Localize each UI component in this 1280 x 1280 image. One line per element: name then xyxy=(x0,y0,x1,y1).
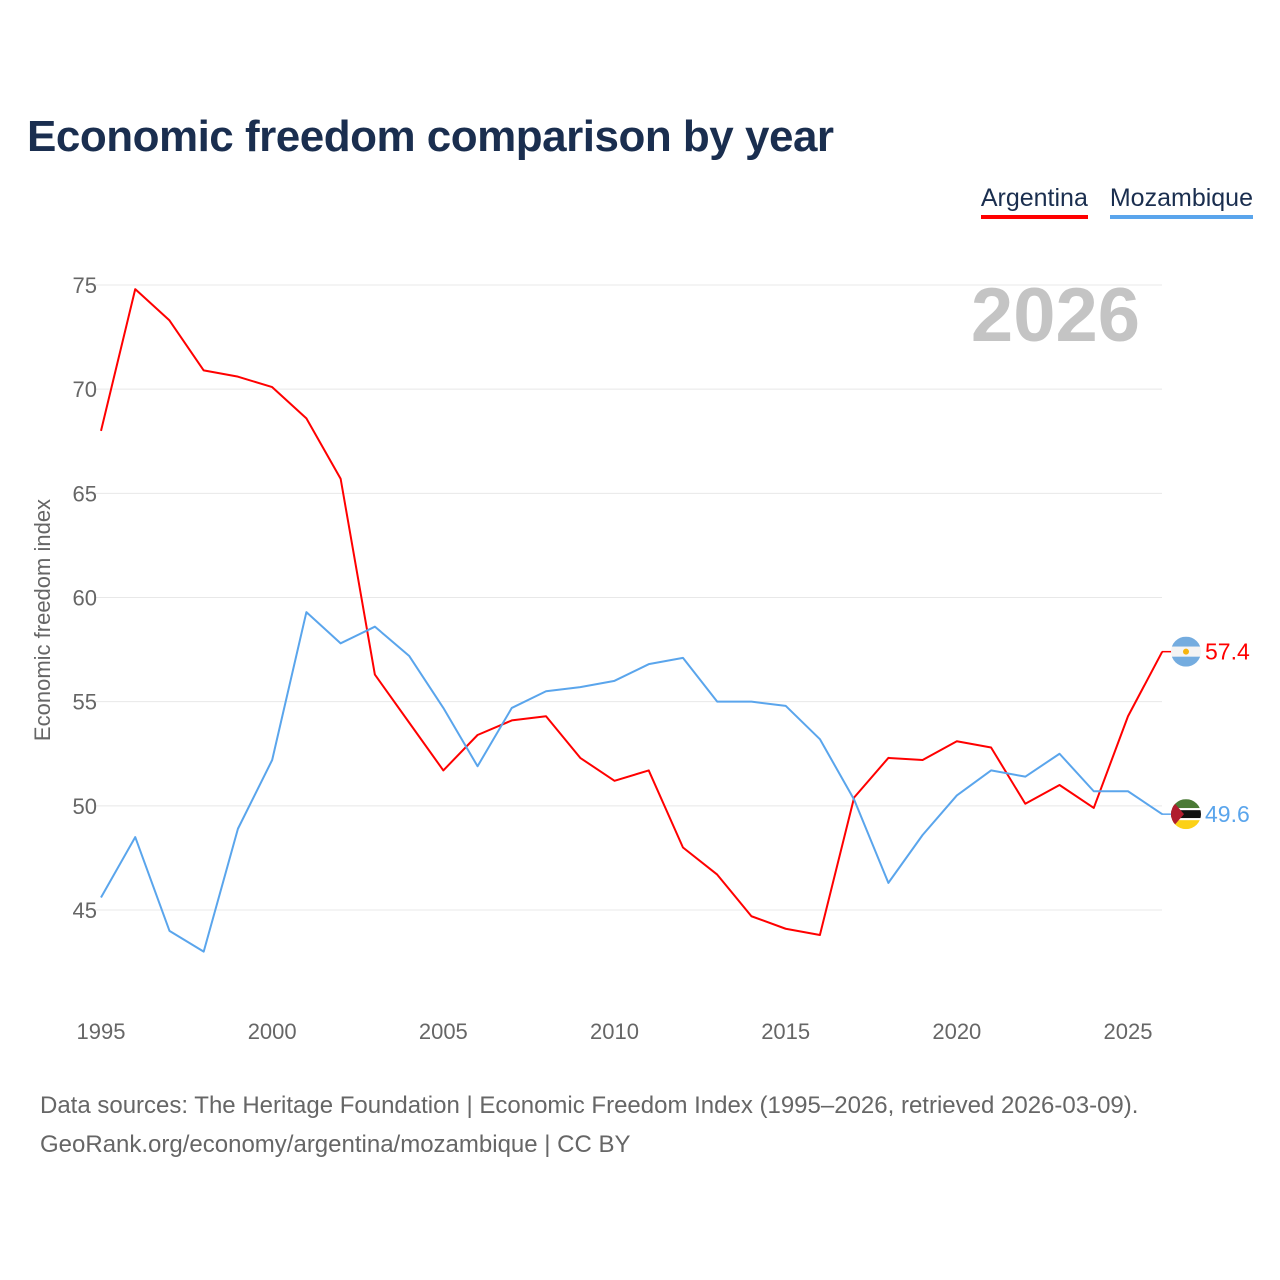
y-tick-label: 75 xyxy=(73,273,97,298)
x-tick-label: 1995 xyxy=(77,1019,126,1044)
legend-item-mozambique[interactable]: Mozambique xyxy=(1109,184,1253,219)
source-note: Data sources: The Heritage Foundation | … xyxy=(40,1086,1138,1164)
source-line-1: Data sources: The Heritage Foundation | … xyxy=(40,1092,1139,1119)
mozambique-flag-icon xyxy=(1171,799,1201,830)
x-tick-label: 2010 xyxy=(590,1019,639,1044)
x-tick-label: 2005 xyxy=(419,1019,468,1044)
x-tick-label: 2000 xyxy=(248,1019,297,1044)
x-tick-label: 2025 xyxy=(1104,1019,1153,1044)
argentina-flag-icon xyxy=(1171,636,1201,667)
end-value-label-argentina: 57.4 xyxy=(1205,639,1250,665)
end-value-label-mozambique: 49.6 xyxy=(1205,801,1250,827)
y-tick-label: 55 xyxy=(73,690,97,715)
series-line-argentina xyxy=(100,288,1164,936)
y-tick-label: 65 xyxy=(73,481,97,506)
x-tick-label: 2020 xyxy=(932,1019,981,1044)
chart-title: Economic freedom comparison by year xyxy=(27,112,834,161)
legend: Argentina Mozambique xyxy=(980,184,1253,219)
y-tick-label: 60 xyxy=(73,586,97,611)
legend-item-argentina[interactable]: Argentina xyxy=(980,184,1088,219)
y-tick-label: 70 xyxy=(73,377,97,402)
series-line-mozambique xyxy=(100,611,1163,953)
year-label: 2026 xyxy=(970,273,1140,358)
y-tick-label: 50 xyxy=(73,794,97,819)
source-line-2[interactable]: GeoRank.org/economy/argentina/mozambique… xyxy=(40,1131,631,1158)
y-tick-label: 45 xyxy=(73,898,97,923)
x-tick-label: 2015 xyxy=(761,1019,810,1044)
